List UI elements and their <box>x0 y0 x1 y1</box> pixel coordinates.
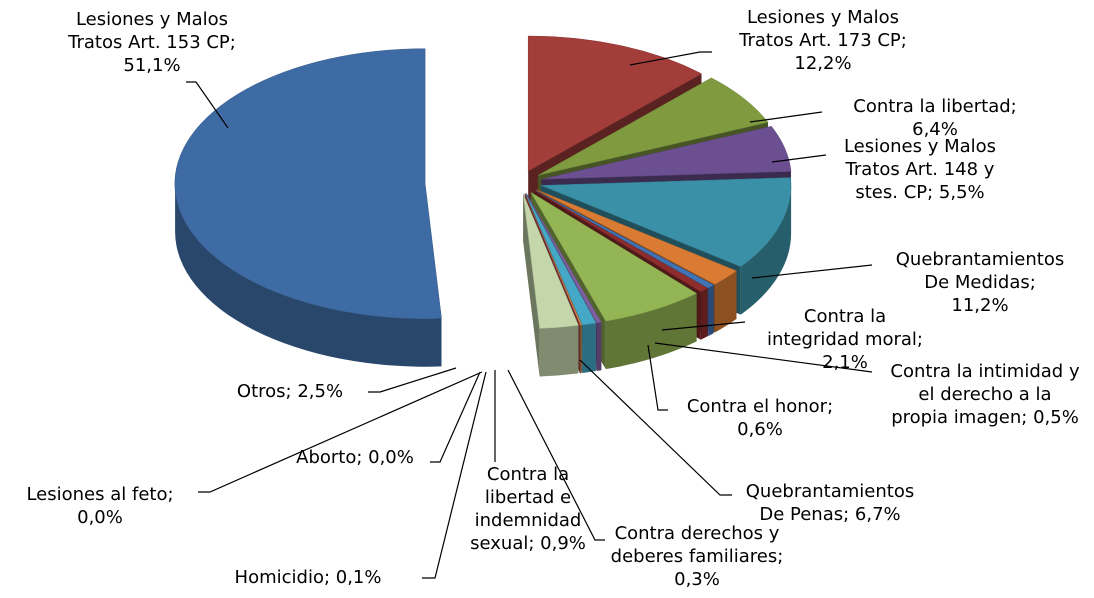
slice <box>522 193 579 329</box>
slice <box>530 192 698 322</box>
slice-side <box>740 185 792 315</box>
slice-side <box>605 293 697 370</box>
data-label: Lesiones y Malos Tratos Art. 153 CP; 51,… <box>68 9 236 76</box>
slice-side <box>715 270 737 333</box>
slice <box>525 193 597 326</box>
leader-line <box>749 111 823 123</box>
slice-side <box>596 322 602 371</box>
slice-side <box>580 325 582 374</box>
data-label: Homicidio; 0,1% <box>234 567 382 588</box>
slice <box>541 126 792 180</box>
data-label: Aborto; 0,0% <box>296 447 414 468</box>
slice <box>536 189 738 285</box>
data-label: Lesiones al feto; 0,0% <box>26 484 174 528</box>
leader-line <box>186 81 229 129</box>
leader-line <box>579 359 732 496</box>
leader-line <box>771 154 827 163</box>
slice <box>541 177 792 267</box>
leader-line <box>647 344 668 411</box>
data-label: Contra derechos y deberes familiares; 0,… <box>610 523 784 590</box>
slice <box>524 193 581 326</box>
slice <box>535 190 715 289</box>
leader-line <box>629 51 712 66</box>
data-label: Otros; 2,5% <box>236 381 344 402</box>
slice-side <box>700 288 708 340</box>
slice <box>174 48 442 319</box>
slice <box>526 193 602 324</box>
data-label: Lesiones y Malos Tratos Art. 173 CP; 12,… <box>739 7 907 74</box>
slice-side <box>582 323 596 373</box>
data-label: Contra la integridad moral; 2,1% <box>766 306 923 373</box>
leader-line <box>661 321 746 331</box>
data-label: Contra la intimidad y el derecho a la pr… <box>890 361 1080 428</box>
data-label: Contra la libertad e indemnidad sexual; … <box>470 464 586 554</box>
leader-line <box>654 342 873 373</box>
slice-wall <box>523 193 540 377</box>
slice <box>534 190 709 293</box>
leader-line <box>198 371 483 493</box>
data-label: Contra la libertad; 6,4% <box>853 96 1017 140</box>
slice <box>527 35 703 172</box>
leader-line <box>507 369 605 541</box>
slice-side <box>708 285 714 337</box>
slice <box>524 193 583 326</box>
data-label: Contra el honor; 0,6% <box>686 396 834 440</box>
data-label: Quebrantamientos De Penas; 6,7% <box>745 481 915 525</box>
data-label: Quebrantamientos De Medidas; 11,2% <box>895 249 1065 316</box>
slice <box>537 77 769 176</box>
leader-line <box>751 264 873 279</box>
slice-side <box>539 325 579 377</box>
leader-line <box>422 371 487 579</box>
data-label: Lesiones y Malos Tratos Art. 148 y stes.… <box>843 136 997 203</box>
leader-line <box>430 371 481 463</box>
leader-line <box>368 367 457 393</box>
slice-side <box>175 183 442 367</box>
